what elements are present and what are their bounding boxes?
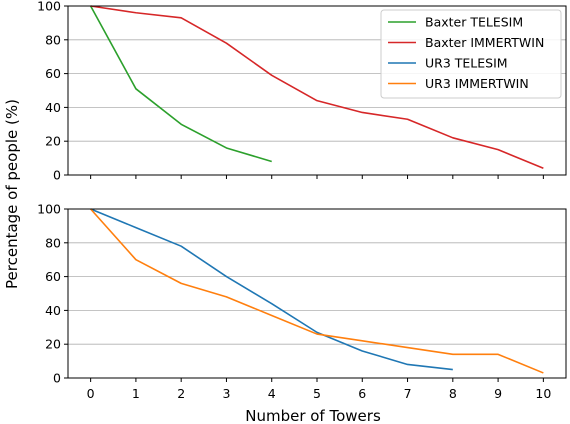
legend-label: UR3 TELESIM	[425, 56, 508, 71]
y-tick-label: 0	[53, 168, 61, 183]
y-tick-label: 100	[37, 0, 61, 14]
y-tick-label: 60	[45, 66, 61, 81]
y-tick-label: 20	[45, 134, 61, 149]
x-axis-label: Number of Towers	[245, 407, 381, 424]
legend-label: Baxter TELESIM	[425, 15, 523, 30]
y-tick-label: 40	[45, 303, 61, 318]
x-tick-label: 9	[494, 386, 502, 401]
legend-label: UR3 IMMERTWIN	[425, 76, 529, 91]
x-tick-label: 5	[313, 386, 321, 401]
x-tick-label: 6	[358, 386, 366, 401]
y-tick-label: 0	[53, 371, 61, 386]
plot-frame	[67, 208, 567, 379]
y-axis-label: Percentage of people (%)	[3, 99, 21, 289]
y-tick-label: 100	[37, 202, 61, 217]
legend-label: Baxter IMMERTWIN	[425, 35, 544, 50]
x-tick-label: 0	[87, 386, 95, 401]
x-tick-label: 10	[535, 386, 551, 401]
x-tick-label: 2	[177, 386, 185, 401]
series-line-baxter-immertwin	[90, 5, 544, 169]
legend-box	[380, 9, 562, 99]
y-tick-label: 60	[45, 269, 61, 284]
series-line-ur3-immertwin	[90, 208, 544, 374]
x-tick-label: 7	[404, 386, 412, 401]
y-tick-label: 20	[45, 337, 61, 352]
x-tick-label: 8	[449, 386, 457, 401]
x-tick-label: 3	[222, 386, 230, 401]
series-line-ur3-telesim	[90, 208, 453, 371]
x-tick-label: 1	[132, 386, 140, 401]
y-tick-label: 80	[45, 32, 61, 47]
y-tick-label: 40	[45, 100, 61, 115]
x-tick-label: 4	[268, 386, 276, 401]
y-tick-label: 80	[45, 235, 61, 250]
series-line-baxter-telesim	[89, 5, 272, 163]
